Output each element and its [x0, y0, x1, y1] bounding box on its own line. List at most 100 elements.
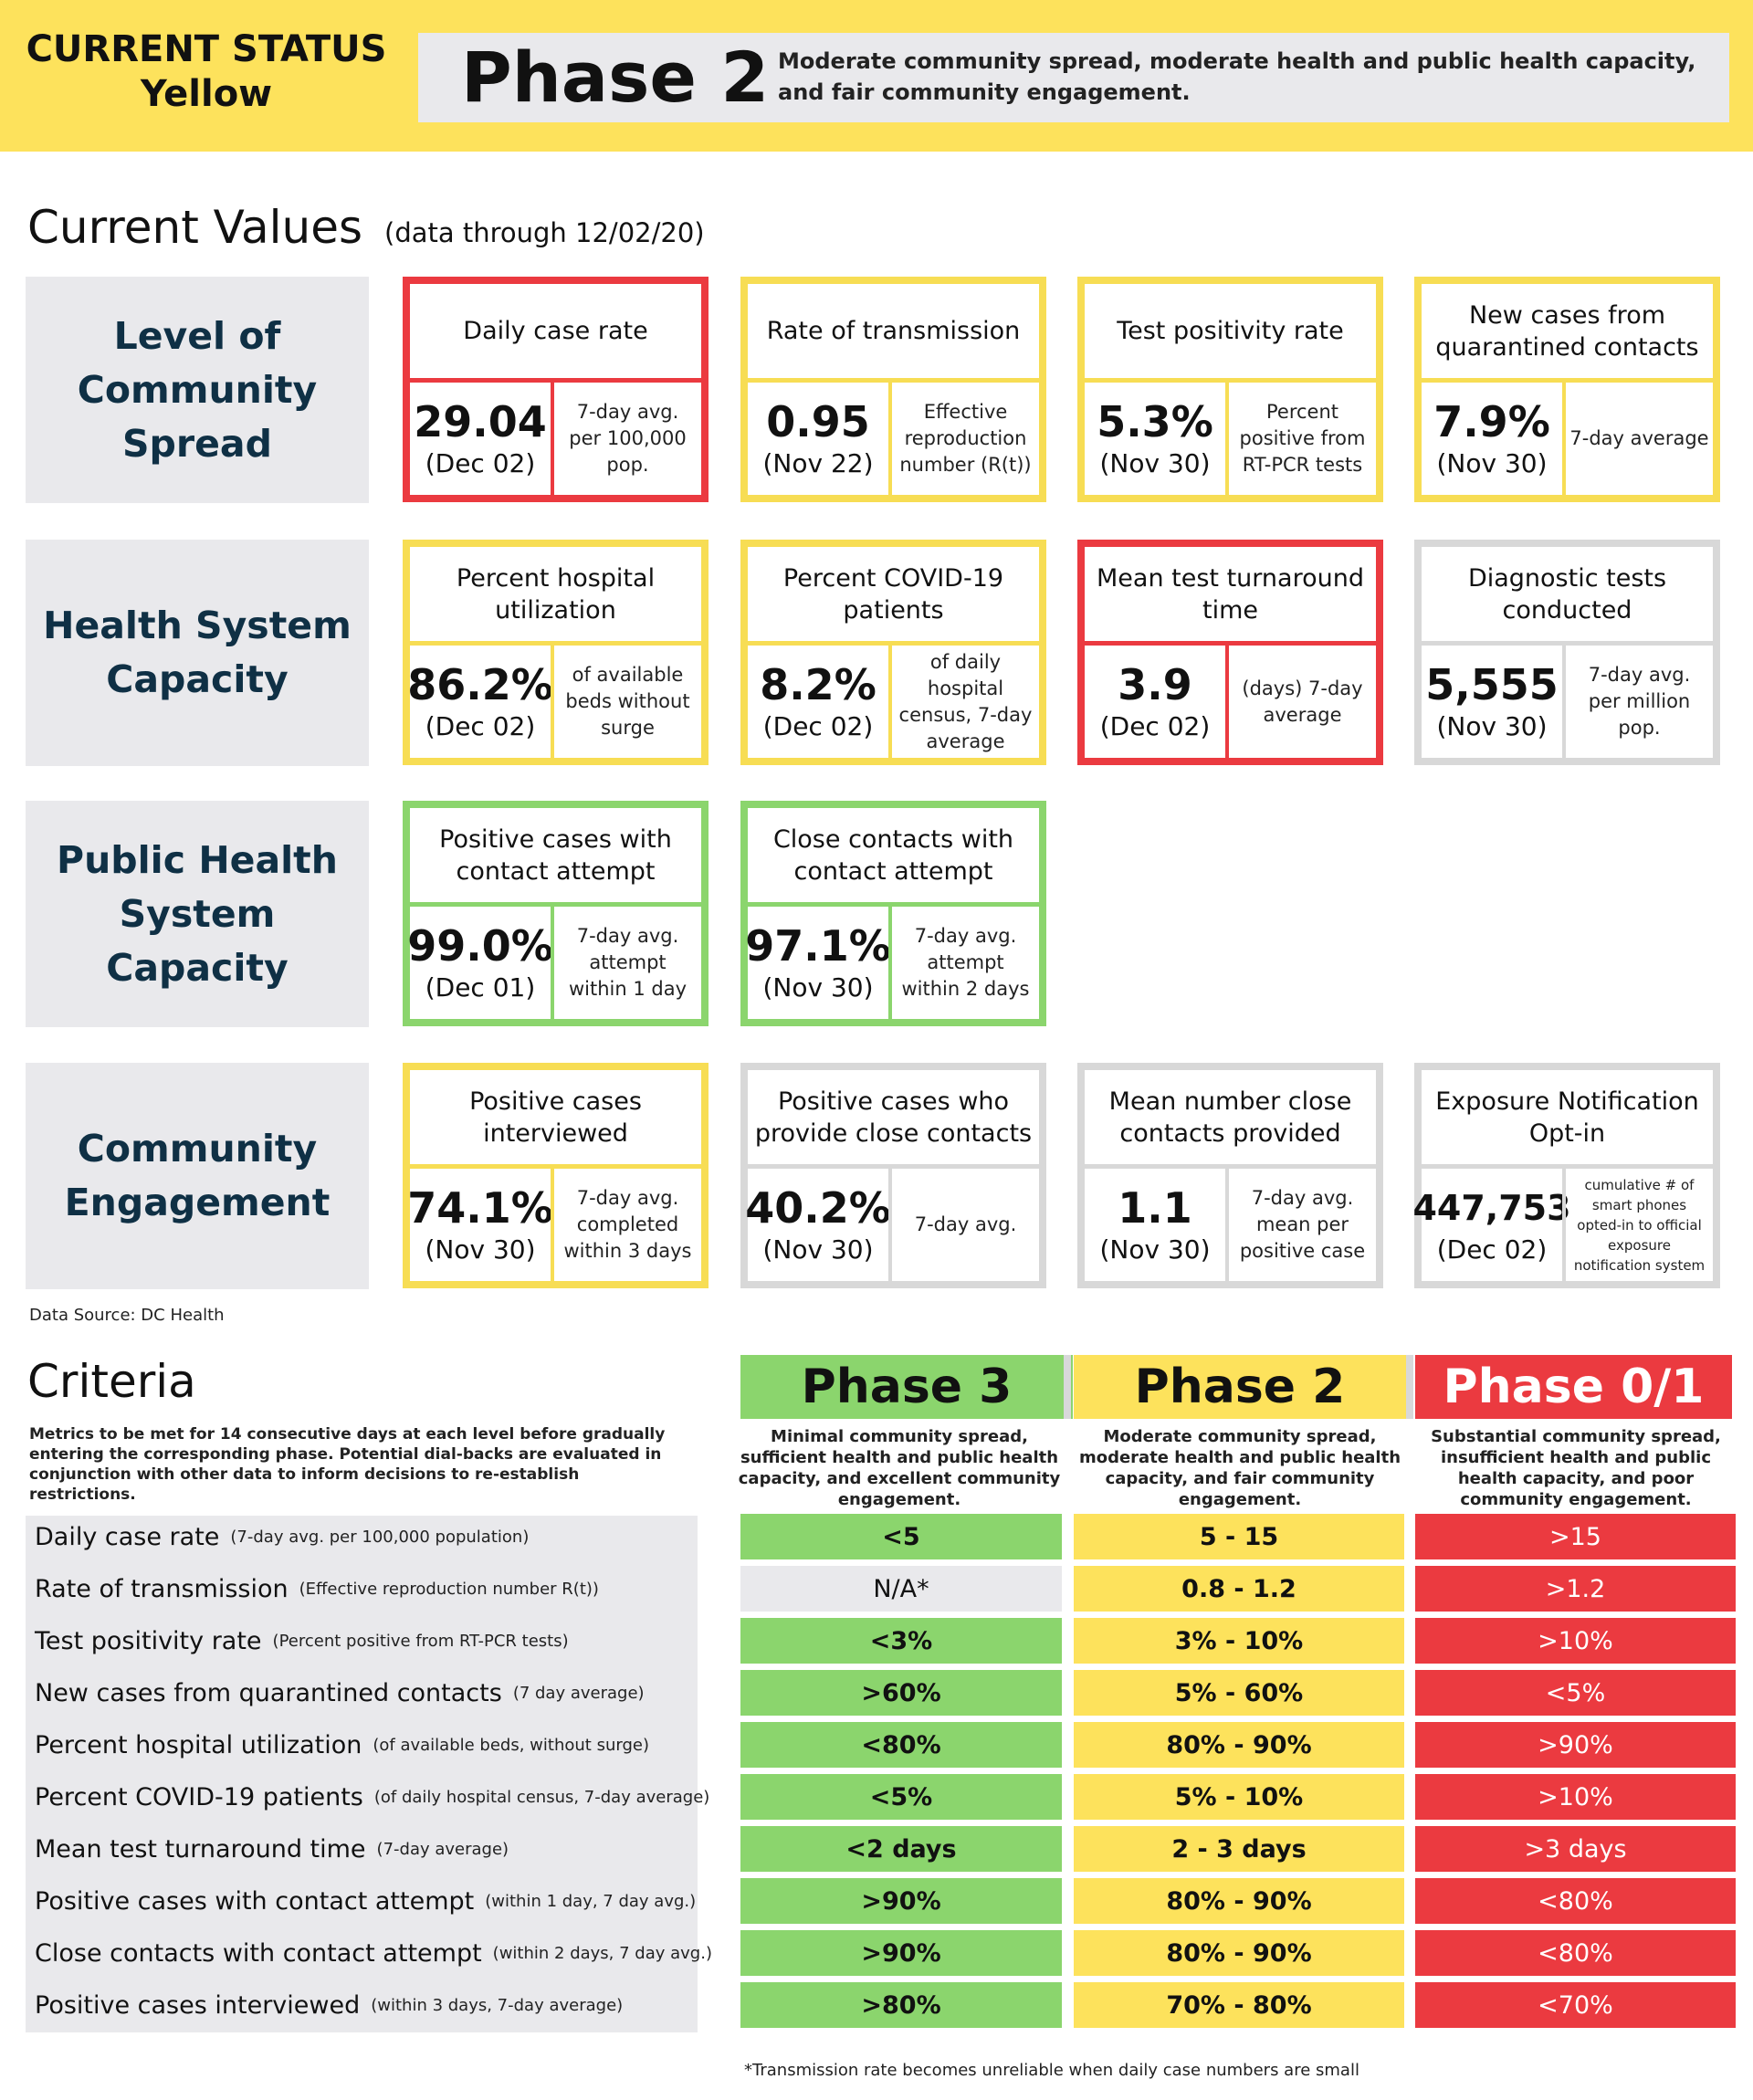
phase-3-threshold: >90%: [740, 1930, 1062, 1976]
metric-title: Percent hospital utilization: [456, 563, 656, 625]
card-divider: [551, 646, 554, 758]
phase-0-1-header: Phase 0/1: [1415, 1355, 1732, 1419]
card-divider: [1225, 383, 1229, 495]
metric-date: (Dec 02): [762, 710, 874, 741]
criteria-row-label: Positive cases interviewed (within 3 days…: [35, 1982, 623, 2028]
metric-value: 99.0%: [407, 920, 553, 971]
metric-card-provide-close-contacts: Positive cases who provide close contact…: [740, 1063, 1046, 1288]
metric-value: 5.3%: [1097, 396, 1213, 446]
metric-card-test-positivity: Test positivity rate 5.3% (Nov 30) Perce…: [1077, 277, 1383, 502]
metric-title: Diagnostic tests conducted: [1467, 563, 1667, 625]
criteria-description: Metrics to be met for 14 consecutive day…: [29, 1425, 666, 1504]
card-divider: [888, 907, 892, 1019]
metric-date: (Nov 30): [1099, 1234, 1211, 1265]
criteria-metric: Rate of transmission: [35, 1574, 289, 1603]
metric-title: New cases from quarantined contacts: [1435, 300, 1699, 362]
current-status-label: CURRENT STATUS Yellow: [0, 27, 413, 117]
card-divider: [1562, 383, 1566, 495]
metric-value: 3.9: [1118, 659, 1192, 709]
phase-3-description: Minimal community spread, sufficient hea…: [738, 1427, 1061, 1509]
criteria-metric: Test positivity rate: [35, 1626, 262, 1655]
phase-2-threshold: 80% - 90%: [1074, 1722, 1404, 1768]
criteria-metric-sub: (7 day average): [512, 1683, 645, 1703]
criteria-metric-sub: (within 2 days, 7 day avg.): [492, 1943, 712, 1963]
criteria-metric-sub: (Percent positive from RT-PCR tests): [272, 1631, 569, 1651]
criteria-metric: Percent COVID-19 patients: [35, 1782, 363, 1811]
metric-value: 40.2%: [745, 1182, 891, 1233]
criteria-row-label: Mean test turnaround time (7-day average): [35, 1826, 509, 1872]
metric-date: (Nov 30): [1436, 710, 1548, 741]
category-community-engagement: Community Engagement: [26, 1063, 369, 1289]
metric-note: 7-day avg.: [914, 1213, 1017, 1235]
category-health-system: Health System Capacity: [26, 540, 369, 766]
card-divider: [1225, 646, 1229, 758]
card-divider: [1225, 1169, 1229, 1281]
criteria-row-label: Daily case rate (7-day avg. per 100,000 p…: [35, 1514, 529, 1559]
phase-2-threshold: 70% - 80%: [1074, 1982, 1404, 2028]
category-community-spread: Level of Community Spread: [26, 277, 369, 503]
metric-date: (Dec 02): [1099, 710, 1211, 741]
metric-card-mean-close-contacts: Mean number close contacts provided 1.1 …: [1077, 1063, 1383, 1288]
card-divider: [551, 1169, 554, 1281]
metric-value: 447,753: [1412, 1187, 1571, 1228]
card-divider: [1562, 1169, 1566, 1281]
phase-0-1-threshold: <70%: [1415, 1982, 1736, 2028]
criteria-row-label: Percent hospital utilization (of availabl…: [35, 1722, 649, 1768]
metric-note: Effective reproduction number (R(t)): [899, 401, 1032, 476]
phase-0-1-threshold: >3 days: [1415, 1826, 1736, 1872]
metric-note: of available beds without surge: [565, 664, 690, 739]
metric-title: Close contacts with contact attempt: [772, 824, 1014, 886]
criteria-metric-sub: (of daily hospital census, 7-day average…: [373, 1787, 710, 1807]
data-source: Data Source: DC Health: [29, 1306, 225, 1325]
card-divider: [748, 1164, 1039, 1169]
metric-title: Mean number close contacts provided: [1108, 1087, 1352, 1148]
metric-card-hospital-utilization: Percent hospital utilization 86.2% (Dec …: [403, 540, 709, 765]
card-divider: [410, 1164, 701, 1169]
phase-3-threshold: >90%: [740, 1878, 1062, 1924]
phase-2-threshold: 5% - 10%: [1074, 1774, 1404, 1820]
card-divider: [1422, 641, 1713, 646]
metric-value: 8.2%: [760, 659, 876, 709]
criteria-row-label: Positive cases with contact attempt (with…: [35, 1878, 696, 1924]
metric-note: 7-day avg. per million pop.: [1588, 664, 1691, 739]
phase-0-1-threshold: >15: [1415, 1514, 1736, 1559]
phase-3-threshold: <3%: [740, 1618, 1062, 1664]
card-divider: [410, 902, 701, 907]
phase-2-threshold: 2 - 3 days: [1074, 1826, 1404, 1872]
criteria-metric: Positive cases interviewed: [35, 1990, 361, 2020]
metric-note: 7-day avg. per 100,000 pop.: [569, 401, 687, 476]
metric-card-test-turnaround: Mean test turnaround time 3.9 (Dec 02) (…: [1077, 540, 1383, 765]
current-values-heading: Current Values: [27, 201, 363, 254]
metric-date: (Nov 30): [762, 1234, 874, 1265]
metric-title: Rate of transmission: [766, 317, 1021, 345]
criteria-metric-sub: (within 1 day, 7 day avg.): [485, 1891, 697, 1911]
card-divider: [748, 902, 1039, 907]
metric-date: (Nov 30): [425, 1234, 536, 1265]
phase-3-threshold: <80%: [740, 1722, 1062, 1768]
metric-card-positive-contact-attempt: Positive cases with contact attempt 99.0…: [403, 801, 709, 1026]
metric-date: (Dec 01): [425, 971, 536, 1003]
phase-3-threshold: >60%: [740, 1670, 1062, 1716]
metric-date: (Nov 30): [762, 971, 874, 1003]
criteria-metric: Close contacts with contact attempt: [35, 1938, 482, 1968]
metric-note: 7-day avg. completed within 3 days: [563, 1187, 692, 1262]
phase-0-1-threshold: >90%: [1415, 1722, 1736, 1768]
category-public-health: Public Health System Capacity: [26, 801, 369, 1027]
metric-title: Mean test turnaround time: [1097, 563, 1364, 625]
phase-0-1-threshold: <5%: [1415, 1670, 1736, 1716]
metric-note: 7-day avg. attempt within 1 day: [568, 925, 688, 1000]
phase-3-header: Phase 3: [740, 1355, 1073, 1419]
data-through-date: (data through 12/02/20): [384, 217, 705, 248]
phase-2-threshold: 5% - 60%: [1074, 1670, 1404, 1716]
phase-3-threshold: >80%: [740, 1982, 1062, 2028]
metric-date: (Dec 02): [425, 447, 536, 478]
metric-card-quarantined-contacts: New cases from quarantined contacts 7.9%…: [1414, 277, 1720, 502]
phase-description: Moderate community spread, moderate heal…: [778, 48, 1696, 105]
metric-card-exposure-optin: Exposure Notification Opt-in 447,753 (De…: [1412, 1063, 1720, 1288]
metric-value: 29.04: [414, 396, 547, 446]
metric-note: cumulative # of smart phones opted-in to…: [1573, 1176, 1706, 1274]
criteria-metric-sub: (Effective reproduction number R(t)): [299, 1579, 599, 1599]
phase-3-threshold: N/A*: [740, 1566, 1062, 1612]
metric-date: (Dec 02): [1436, 1234, 1548, 1265]
metric-date: (Nov 22): [762, 447, 874, 478]
